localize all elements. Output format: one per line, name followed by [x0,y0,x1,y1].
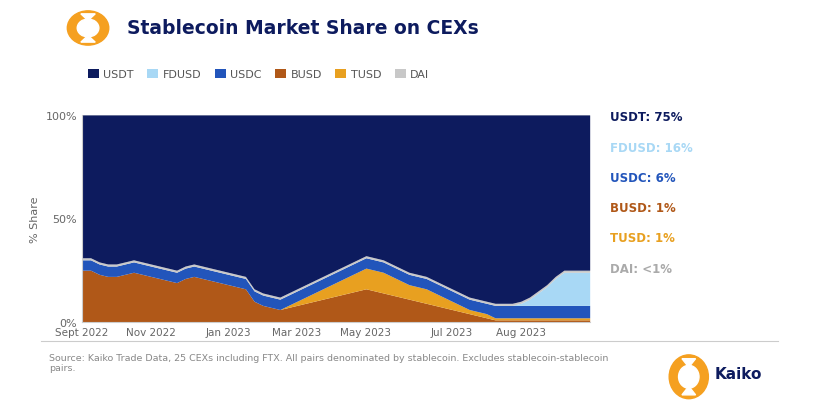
Text: Stablecoin Market Share on CEXs: Stablecoin Market Share on CEXs [127,19,478,38]
Circle shape [77,20,99,38]
Legend: USDT, FDUSD, USDC, BUSD, TUSD, DAI: USDT, FDUSD, USDC, BUSD, TUSD, DAI [84,65,434,85]
Polygon shape [81,36,95,43]
Text: TUSD: 1%: TUSD: 1% [610,232,675,245]
Text: USDT: 75%: USDT: 75% [610,111,683,124]
Y-axis label: % Share: % Share [29,196,40,242]
Polygon shape [682,359,695,368]
Circle shape [679,366,699,388]
Circle shape [67,12,109,46]
Polygon shape [81,15,95,21]
Text: Kaiko: Kaiko [715,366,762,381]
Text: Source: Kaiko Trade Data, 25 CEXs including FTX. All pairs denominated by stable: Source: Kaiko Trade Data, 25 CEXs includ… [49,353,609,373]
Polygon shape [682,387,695,395]
Text: DAI: <1%: DAI: <1% [610,262,672,275]
Circle shape [669,355,708,399]
Text: BUSD: 1%: BUSD: 1% [610,202,676,215]
Text: USDC: 6%: USDC: 6% [610,171,676,185]
Text: FDUSD: 16%: FDUSD: 16% [610,141,693,154]
